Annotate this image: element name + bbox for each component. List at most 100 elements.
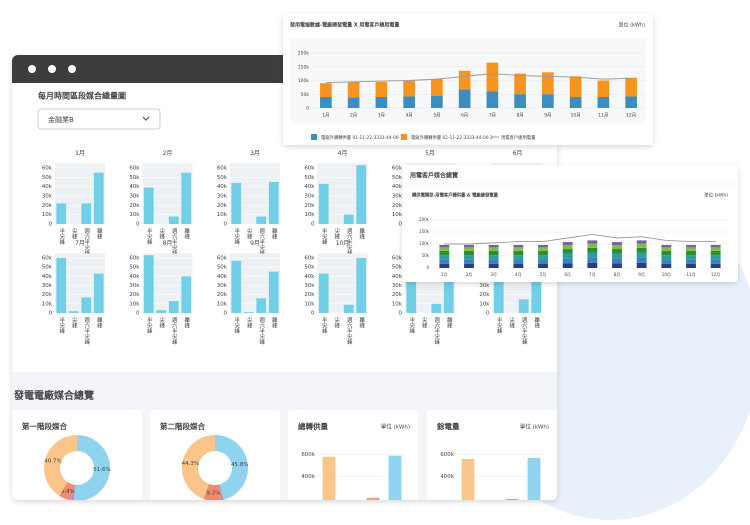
x-tick-label: 2月 <box>466 272 473 277</box>
pie-label: 40.7% <box>44 458 61 464</box>
bar <box>366 497 380 500</box>
pie-slice <box>215 435 249 500</box>
y-tick-label: 100k <box>298 78 310 84</box>
x-tick-label: 半尖峰 <box>321 316 328 334</box>
dropdown-chevron[interactable] <box>142 116 150 121</box>
y-tick-label: 10k <box>479 301 490 307</box>
x-tick-label: 11月 <box>598 113 608 119</box>
pie-slice <box>203 483 223 500</box>
x-tick-label: 週六半尖峰 <box>258 316 265 345</box>
bar-segment <box>513 250 524 256</box>
bar-segment <box>347 81 360 98</box>
y-tick-label: 10k <box>129 212 140 218</box>
y-tick-label: 50k <box>217 175 228 181</box>
y-tick-label: 20k <box>392 203 403 209</box>
chart-title: 6月 <box>513 150 523 157</box>
dropdown[interactable] <box>37 108 161 130</box>
bar-segment <box>562 258 573 264</box>
bar-segment <box>538 247 548 251</box>
bar-segment <box>375 81 388 97</box>
y-tick-label: 20k <box>217 292 228 298</box>
y-tick-label: 60k <box>217 165 228 171</box>
y-tick-label: 0 <box>426 265 429 270</box>
y-tick-label: 40k <box>42 184 53 190</box>
bar-segment <box>488 263 499 268</box>
x-tick-label: 半尖峰 <box>146 316 153 334</box>
y-tick-label: 10k <box>217 301 228 307</box>
y-tick-label: 0 <box>486 311 490 317</box>
bar-segment <box>464 247 474 251</box>
y-tick-label: 150k <box>298 64 310 70</box>
bar-segment <box>710 247 721 251</box>
x-tick-label: 離峰 <box>183 316 190 329</box>
bar <box>93 172 104 224</box>
bar-segment <box>488 259 499 264</box>
legend-label: 電廠外購轉供量 01-11-22-3333-44-00-1 <box>321 134 403 141</box>
x-tick-label: 4月 <box>405 113 412 119</box>
bar <box>343 304 354 313</box>
bar-segment <box>458 70 471 90</box>
bar-segment <box>542 94 554 108</box>
dropdown-value[interactable]: 金融業B <box>48 115 74 124</box>
pie-label: 0.6% <box>219 501 233 507</box>
x-tick-label: 週六半尖峰 <box>258 227 265 256</box>
y-tick-label: 50k <box>42 265 53 271</box>
card <box>150 410 280 500</box>
bar-card: 餘電量 單位 (kWh) 400k 600k <box>427 410 557 500</box>
bar <box>322 456 336 500</box>
bar-segment <box>538 250 548 256</box>
bar-segment <box>513 259 524 264</box>
x-tick-label: 尖峰 <box>421 316 428 329</box>
chart-title: 8月 <box>163 240 173 247</box>
bar <box>93 273 104 313</box>
card <box>402 165 738 282</box>
bar <box>143 255 154 313</box>
bar-segment <box>431 95 443 108</box>
bar-segment <box>488 247 499 251</box>
y-tick-label: 0 <box>224 222 228 228</box>
bar-segment <box>439 244 450 248</box>
bar-segment <box>587 257 598 263</box>
x-tick-label: 7月 <box>489 113 496 119</box>
x-tick-label: 尖峰 <box>246 227 253 240</box>
bar-segment <box>636 252 647 258</box>
y-tick-label: 60k <box>217 255 228 261</box>
y-tick-label: 40k <box>42 274 53 280</box>
bar-segment <box>439 263 450 268</box>
x-tick-label: 週六半尖峰 <box>346 227 353 256</box>
y-tick-label: 0 <box>399 222 403 228</box>
legend-marker <box>311 134 317 140</box>
bar-segment <box>661 259 672 264</box>
bar-segment <box>569 76 582 97</box>
bar-segment <box>464 244 474 248</box>
bar-segment <box>661 244 672 248</box>
y-tick-label: 60k <box>392 165 403 171</box>
card <box>288 410 418 500</box>
y-tick-label: 60k <box>129 255 140 261</box>
bar-segment <box>439 250 450 256</box>
y-tick-label: 50k <box>129 175 140 181</box>
pie-slice <box>44 435 77 496</box>
bar-segment <box>486 91 499 108</box>
y-tick-label: 30k <box>129 193 140 199</box>
y-tick-label: 60k <box>304 165 315 171</box>
y-tick-label: 0 <box>49 311 53 317</box>
bar-segment <box>514 73 526 95</box>
bar-segment <box>661 255 672 260</box>
bar <box>505 498 519 500</box>
bar <box>81 203 92 224</box>
y-tick-label: 50k <box>422 253 430 258</box>
x-tick-label: 1月 <box>322 113 329 119</box>
bar <box>318 273 329 313</box>
y-tick-label: 20k <box>304 292 315 298</box>
bar-segment <box>488 255 499 260</box>
x-tick-label: 12月 <box>626 113 636 119</box>
y-tick-label: 60k <box>392 255 403 261</box>
x-tick-label: 2月 <box>350 113 357 119</box>
bar-segment <box>486 62 499 92</box>
bar-segment <box>612 244 622 250</box>
bar <box>268 271 279 313</box>
month-chart: 4月 0 10k 20k 30k 40k 50k 60k 半尖峰 尖峰 週六半尖峰 離峰 <box>304 150 368 256</box>
bar <box>256 298 267 313</box>
x-tick-label: 尖峰 <box>71 316 78 329</box>
